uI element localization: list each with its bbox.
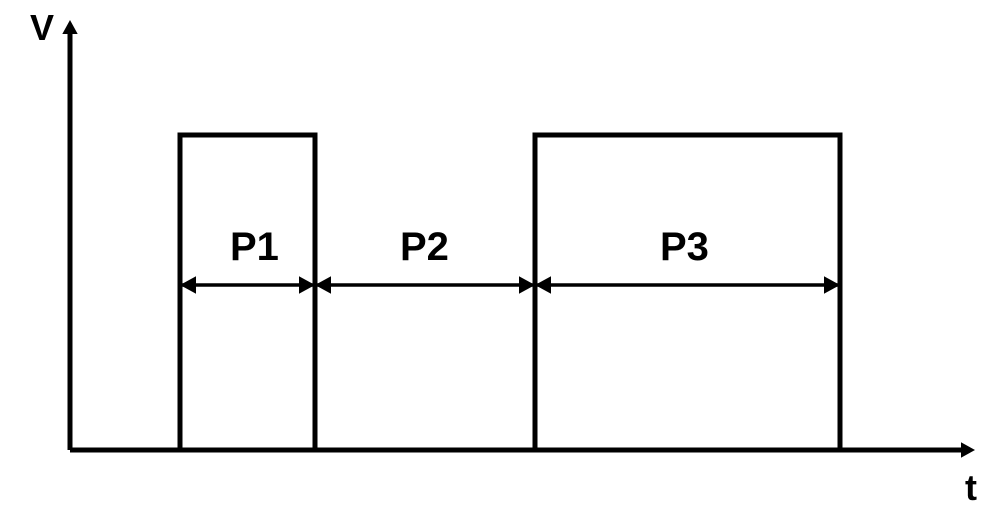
segment-label: P1 — [230, 225, 279, 269]
timing-diagram: Vt P1 P2 P3 — [0, 0, 1003, 517]
arrow-head — [961, 442, 975, 457]
segment-label: P2 — [400, 225, 449, 269]
segment-label: P3 — [660, 225, 709, 269]
y-axis-label: V — [30, 7, 54, 48]
waveform — [70, 135, 840, 450]
arrow-head — [62, 20, 77, 34]
x-axis-label: t — [965, 467, 977, 508]
